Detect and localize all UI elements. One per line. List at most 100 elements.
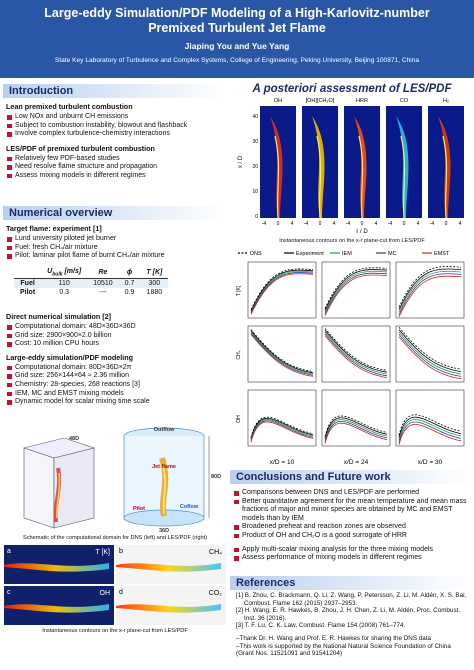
bullet-item: IEM, MC and EMST mixing models xyxy=(6,390,228,399)
jet-contours: OH -4 0 4 [OH][CH₂O] -4 0 4 HRR -4 0 4 CO -4 0 4 H₂ -4 0 4 4… xyxy=(238,98,464,235)
x-tick-label: 0 xyxy=(277,221,280,227)
acknowledgment: –This work is supported by the National … xyxy=(236,642,451,658)
panel-label: OH xyxy=(100,590,111,597)
table-cell: 10510 xyxy=(93,280,113,288)
contour-label: OH xyxy=(274,98,282,104)
profile-curve xyxy=(324,422,388,444)
section-heading: A posteriori assessment of LES/PDF xyxy=(252,83,452,95)
panel-letter: c xyxy=(7,589,11,596)
profile-curve xyxy=(398,424,462,445)
table-row: Fuel 110 10510 0.7 300 xyxy=(14,278,169,289)
table-cell: --- xyxy=(99,289,107,297)
subheading: Target flame: experiment [1] xyxy=(6,224,102,233)
column-label: x/D = 30 xyxy=(418,459,443,466)
title: Large-eddy Simulation/PDF Modeling of a … xyxy=(44,6,430,35)
bullet-item: Relatively few PDF-based studies xyxy=(6,155,228,164)
x-axis-label: r / D xyxy=(356,229,368,235)
table-cell: 0.9 xyxy=(124,289,135,297)
panel-label: CO₂ xyxy=(209,590,223,597)
schematic-label: Jet flame xyxy=(152,464,176,470)
table-header: T [K] xyxy=(140,267,169,280)
x-tick-label: 0 xyxy=(445,221,448,227)
profile-curve xyxy=(398,326,462,370)
affiliation: State Key Laboratory of Turbulence and C… xyxy=(54,57,420,64)
bullet-list: Apply multi-scalar mixing analysis for t… xyxy=(233,546,471,563)
dns-block: Direct numerical simulation [2] Computat… xyxy=(6,312,228,407)
x-tick-label: 4 xyxy=(375,221,378,227)
profile-curve xyxy=(398,416,462,438)
jet-core xyxy=(400,135,406,219)
profile-curve xyxy=(324,270,388,313)
table-cell: Pilot xyxy=(20,289,36,297)
reference: [1] B. Zhou, C. Brackmann, Q. Li, Z. Wan… xyxy=(236,592,467,607)
legend-entry: Experiment xyxy=(296,251,324,257)
plot-frame xyxy=(321,389,391,447)
contour-label: HRR xyxy=(356,98,368,104)
y-axis-label: x / D xyxy=(238,155,244,168)
profile-curve xyxy=(324,335,388,378)
profile-curve xyxy=(324,417,388,439)
x-tick-label: 0 xyxy=(319,221,322,227)
subheading: Direct numerical simulation [2] xyxy=(6,312,112,321)
table-cell: 1880 xyxy=(146,289,163,297)
figure-caption: Instantaneous contours on the x-r plane-… xyxy=(279,238,425,244)
bullet-item: Comparisons between DNS and LES/PDF are … xyxy=(233,489,471,498)
profile-curve xyxy=(324,421,388,442)
profile-curve xyxy=(324,274,388,316)
table-header: Re xyxy=(87,267,119,280)
intro-body: Lean premixed turbulent combustion Low NO… xyxy=(6,102,228,181)
bullet-item: Lund university piloted jet burner xyxy=(6,235,228,244)
jet-shape xyxy=(396,116,409,218)
profile-curve xyxy=(250,268,314,310)
subheading: LES/PDF of premixed turbulent combustion xyxy=(6,143,155,153)
acknowledgment: –Thank Dr. H. Wang and Prof. E. R. Hawke… xyxy=(236,634,432,642)
table-cell: 0.3 xyxy=(59,289,70,297)
les-cylinder xyxy=(123,427,210,527)
schematic-label: Outflow xyxy=(154,427,175,433)
header: Large-eddy Simulation/PDF Modeling of a … xyxy=(0,0,474,78)
bullet-item: Apply multi-scalar mixing analysis for t… xyxy=(233,546,471,555)
jet-shape xyxy=(270,116,283,218)
bullet-item: Subject to combustion instability, blowo… xyxy=(6,122,228,131)
subheading: Lean premixed turbulent combustion xyxy=(6,102,133,111)
plot-frame xyxy=(247,261,317,319)
profile-curve xyxy=(250,270,314,313)
legend-entry: EMST xyxy=(434,251,450,257)
y-tick-label: 10 xyxy=(252,189,258,195)
x-tick-label: 4 xyxy=(417,221,420,227)
table-header: Ubulk [m/s] xyxy=(41,267,88,280)
bullet-item: Computational domain: 80D×36D×2π xyxy=(6,364,228,373)
profile-curve xyxy=(398,329,462,372)
profile-curve xyxy=(398,275,462,317)
profile-curve xyxy=(324,267,388,309)
section-heading: Conclusions and Future work xyxy=(230,470,472,484)
profile-curve xyxy=(324,331,388,375)
profile-curve xyxy=(324,269,388,311)
contour-label: CO xyxy=(400,98,409,104)
bullet-item: Dynamic model for scalar mixing time sca… xyxy=(6,398,228,407)
profile-curve xyxy=(250,416,314,438)
legend-entry: MC xyxy=(388,251,397,257)
legend-entry: IEM xyxy=(342,251,352,257)
profile-curve xyxy=(250,332,314,376)
references-body: [1] B. Zhou, C. Brackmann, Q. Li, Z. Wan… xyxy=(236,592,470,658)
jet-shape xyxy=(354,116,367,218)
profile-curve xyxy=(398,419,462,441)
profile-curve xyxy=(250,331,314,375)
legend-entry: DNS xyxy=(250,251,262,257)
schematic-label: Pilot xyxy=(133,506,145,512)
section-heading: Numerical overview xyxy=(3,206,226,220)
plot-frame xyxy=(321,325,391,383)
x-tick-label: 0 xyxy=(361,221,364,227)
table-row: Pilot 0.3 --- 0.9 1880 xyxy=(14,288,168,297)
bullet-item: Broadened preheat and reaction zones are… xyxy=(233,523,471,532)
table-cell: 0.7 xyxy=(124,280,135,288)
jet-shape xyxy=(312,116,325,218)
profile-curve xyxy=(398,270,462,313)
y-tick-label: 40 xyxy=(252,114,258,120)
figure-caption: Schematic of the computational domain fo… xyxy=(22,535,208,541)
table-cell: Fuel xyxy=(20,280,35,288)
profile-curve xyxy=(398,421,462,443)
bullet-item: Grid size: 256×144×64 ≈ 2.36 million xyxy=(6,372,228,381)
profile-curve xyxy=(250,334,314,377)
